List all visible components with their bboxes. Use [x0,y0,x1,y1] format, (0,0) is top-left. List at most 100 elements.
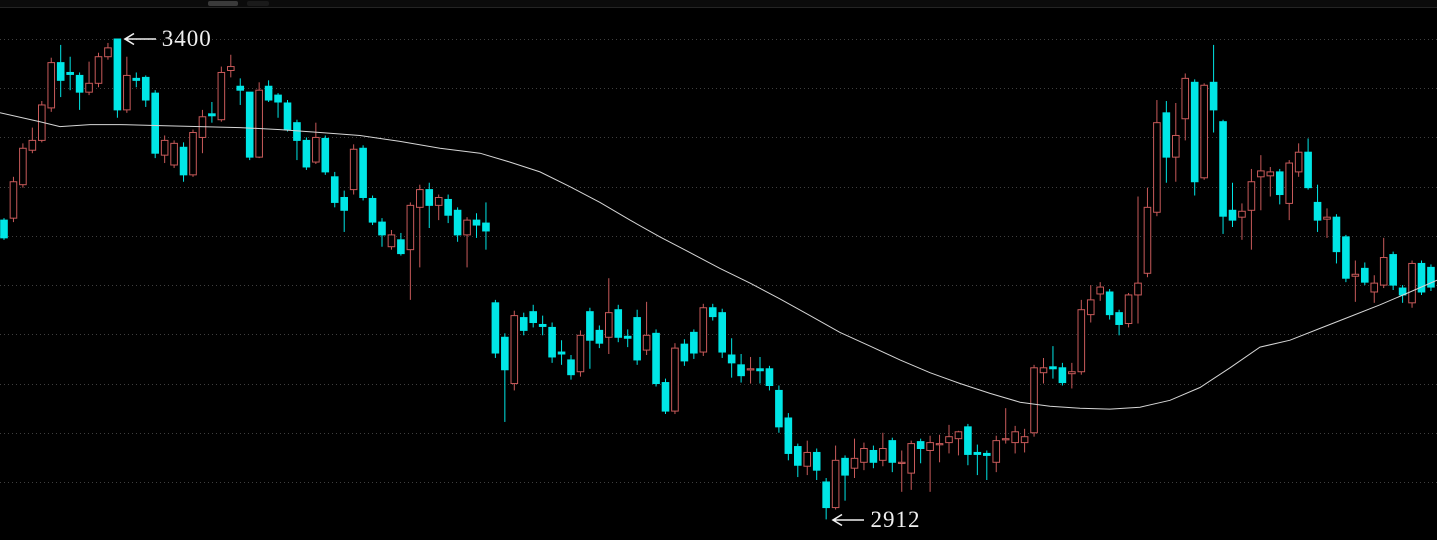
candle-down [708,307,717,318]
candle-down [359,147,367,198]
candle-down [1427,266,1435,288]
candle-down [841,457,849,476]
candle-down [690,331,698,354]
candle-down [633,317,641,361]
candle-up [1001,438,1010,441]
candle-down [321,137,330,173]
candle-down [1361,267,1369,283]
low-price-annotation: 2912 [830,508,920,531]
candle-down [548,326,556,358]
candle-up [463,219,471,236]
candle-up [954,431,963,440]
candle-up [699,307,708,353]
candle-up [312,136,320,163]
candle-up [1370,282,1379,293]
candle-down [179,146,188,176]
candle-up [9,181,18,219]
candle-up [94,56,103,84]
candle-up [1247,181,1256,211]
candle-down [274,94,282,103]
candle-up [746,368,755,371]
candle-down [132,77,141,81]
candle-up [850,457,859,469]
candle-up [227,66,235,72]
candle-up [1257,170,1265,178]
candle-up [160,139,169,156]
candle-down [141,76,150,101]
candle-down [397,239,405,255]
candle-up [217,71,226,121]
candle-down [737,364,745,377]
candle-up [1068,371,1076,375]
candle-down [614,309,623,338]
candle-down [983,452,991,456]
candle-down [765,368,774,387]
candle-down [283,102,292,131]
candle-up [255,89,263,158]
candle-down [973,451,982,455]
candle-up [1011,431,1019,444]
candle-up [104,47,112,58]
candle-down [340,196,348,211]
candle-down [916,441,925,450]
candle-down [727,354,736,364]
candle-down [1389,254,1397,286]
candle-down [453,209,462,236]
candle-down [784,417,793,454]
candle-down [964,426,972,455]
candle-down [1190,81,1199,183]
candle-up [897,461,906,464]
candle-up [510,315,519,385]
candle-down [623,335,632,339]
candle-up [1266,171,1275,177]
candle-up [803,451,812,467]
candle-down [1105,291,1114,316]
candle-up [1294,151,1303,173]
candle-up [992,440,1001,463]
candle-down [718,312,727,353]
candle-down [586,311,594,341]
scrollbar-thumb-secondary[interactable] [247,1,269,6]
top-scroll-strip [0,0,1437,8]
candle-down [0,219,8,239]
candle-up [1285,162,1294,204]
candle-up [576,334,585,373]
candle-up [907,443,916,474]
candle-down [1219,121,1227,217]
candle-down [425,189,434,206]
candle-down [652,332,660,385]
candle-down [1313,201,1322,221]
scrollbar-thumb[interactable] [208,1,238,6]
high-price-label: 3400 [161,26,212,51]
candle-down [151,92,159,154]
candle-up [406,204,415,251]
candle-up [387,234,396,248]
candle-up [926,442,934,451]
candle-down [557,351,566,355]
candle-down [756,368,764,372]
candle-down [1332,216,1341,253]
candle-down [519,317,528,331]
candle-up [1323,216,1331,220]
candle-down [330,176,339,203]
candle-up [47,62,56,109]
candle-up [1096,286,1105,295]
candle-down [1304,151,1312,189]
candle-down [472,219,481,226]
candle-up [671,347,679,412]
candle-up [1030,367,1038,434]
candle-down [1417,262,1426,293]
candle-down [1342,236,1350,279]
candle-down [775,389,783,428]
candle-down [538,323,547,327]
candle-down [567,359,575,376]
candle-down [1058,367,1067,384]
candle-up [1124,294,1133,324]
candle-down [822,481,830,509]
candle-up [935,443,944,446]
candle-up [349,148,358,191]
candle-down [66,71,74,75]
candle-up [860,448,868,463]
